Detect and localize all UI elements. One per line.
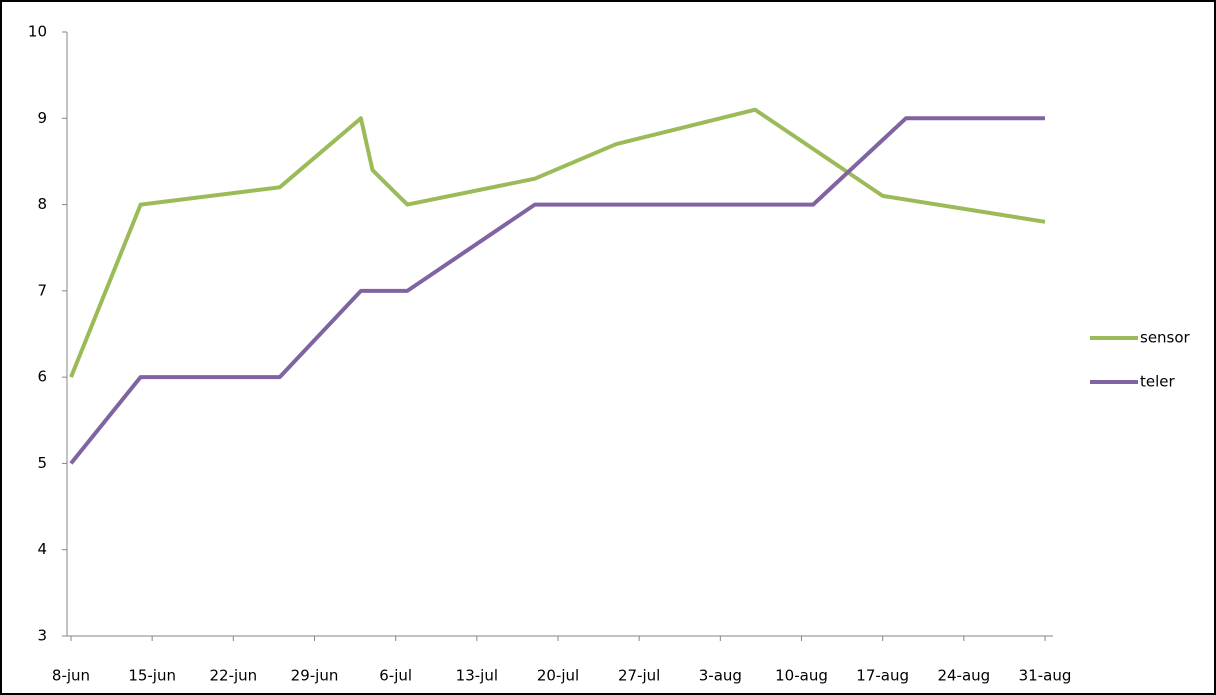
y-tick-label: 9 [37, 109, 47, 127]
x-tick-label: 29-jun [291, 667, 339, 685]
legend-label: teler [1140, 373, 1176, 391]
x-tick-label: 24-aug [937, 667, 990, 685]
series-line [69, 107, 1046, 378]
x-tick-label: 27-jul [618, 667, 660, 685]
y-tick-label: 7 [37, 281, 47, 299]
y-tick-label: 8 [37, 195, 47, 213]
y-tick-label: 6 [37, 368, 47, 386]
y-tick-label: 5 [37, 454, 47, 472]
x-tick-label: 20-jul [537, 667, 579, 685]
x-tick-label: 6-jul [379, 667, 412, 685]
x-tick-label: 15-jun [128, 667, 176, 685]
x-tick-label: 13-jul [456, 667, 498, 685]
x-tick-label: 17-aug [856, 667, 909, 685]
y-tick-label: 3 [37, 627, 47, 645]
x-tick-label: 10-aug [775, 667, 828, 685]
legend-label: sensor [1140, 329, 1191, 347]
x-tick-label: 3-aug [699, 667, 742, 685]
x-tick-label: 31-aug [1019, 667, 1072, 685]
y-tick-label: 10 [28, 23, 47, 41]
x-tick-label: 22-jun [209, 667, 257, 685]
y-tick-label: 4 [37, 540, 47, 558]
x-tick-label: 8-jun [52, 667, 90, 685]
series-line [69, 116, 1045, 465]
